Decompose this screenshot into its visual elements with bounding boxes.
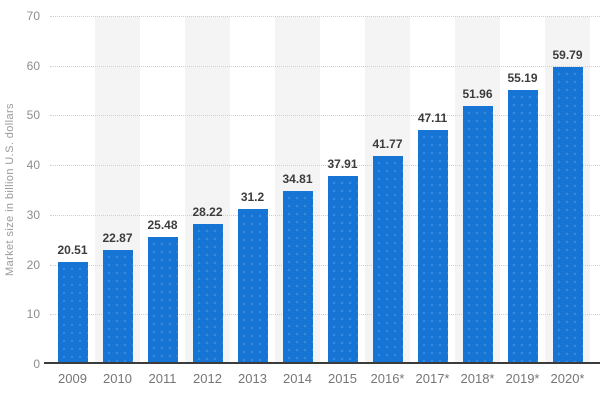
x-tick-label: 2012 [193, 371, 222, 386]
gridline [50, 165, 600, 167]
bar-2011[interactable] [147, 237, 178, 364]
x-tick-label: 2017* [415, 371, 450, 386]
x-tick-label: 2009 [58, 371, 87, 386]
x-tick-label: 2014 [283, 371, 312, 386]
gridline [50, 314, 600, 316]
y-tick-label: 50 [26, 108, 40, 123]
bar-2016*[interactable] [372, 156, 403, 364]
gridline [50, 16, 600, 17]
bar-2018*[interactable] [462, 105, 493, 364]
bar-value-label: 55.19 [507, 70, 538, 85]
gridline [50, 264, 600, 266]
bar-value-label: 47.11 [417, 110, 448, 125]
x-tick-label: 2019* [505, 371, 540, 386]
x-axis-baseline [44, 362, 600, 364]
y-tick-label: 60 [26, 58, 40, 73]
bar-value-label: 28.22 [192, 204, 223, 219]
x-tick-label: 2020* [550, 371, 585, 386]
y-tick-label: 30 [26, 207, 40, 222]
bar-2010[interactable] [102, 250, 133, 364]
x-axis-labels: 2009 2010 2011 2012 2013 2014 2015 2016* 2017* 20… [50, 371, 590, 389]
bar-value-label: 34.81 [282, 171, 313, 186]
bar-value-label: 25.48 [147, 218, 178, 233]
bar-value-label: 31.2 [240, 189, 265, 204]
y-tick-label: 20 [26, 257, 40, 272]
y-tick-label: 10 [26, 307, 40, 322]
x-tick-label: 2011 [148, 371, 177, 386]
y-tick-label: 40 [26, 158, 40, 173]
bar-value-label: 22.87 [102, 231, 133, 246]
y-tick-label: 70 [26, 9, 40, 23]
bar-value-label: 51.96 [462, 86, 493, 101]
bar-value-label: 41.77 [372, 137, 403, 152]
bar-value-label: 59.79 [552, 47, 583, 62]
plot-area: 20.51 22.87 25.48 28.22 31.2 34.81 37.91 41.77 4… [50, 16, 600, 364]
x-tick-label: 2013 [238, 371, 267, 386]
bar-2012[interactable] [192, 223, 223, 364]
x-tick-label: 2018* [460, 371, 495, 386]
bar-2013[interactable] [237, 208, 268, 364]
bar-2009[interactable] [57, 262, 88, 364]
gridline [50, 65, 600, 67]
bar-2015[interactable] [327, 175, 358, 364]
bar-2019*[interactable] [507, 89, 538, 364]
x-tick-label: 2010 [103, 371, 132, 386]
bar-2014[interactable] [282, 190, 313, 364]
gridline [50, 115, 600, 117]
x-tick-label: 2015 [328, 371, 357, 386]
x-tick-label: 2016* [370, 371, 405, 386]
bar-2020*[interactable] [552, 66, 583, 364]
bar-value-label: 20.51 [57, 243, 88, 258]
y-tick-label: 0 [33, 357, 40, 371]
bar-2017*[interactable] [417, 129, 448, 364]
gridline [50, 214, 600, 216]
bar-value-label: 37.91 [327, 156, 358, 171]
